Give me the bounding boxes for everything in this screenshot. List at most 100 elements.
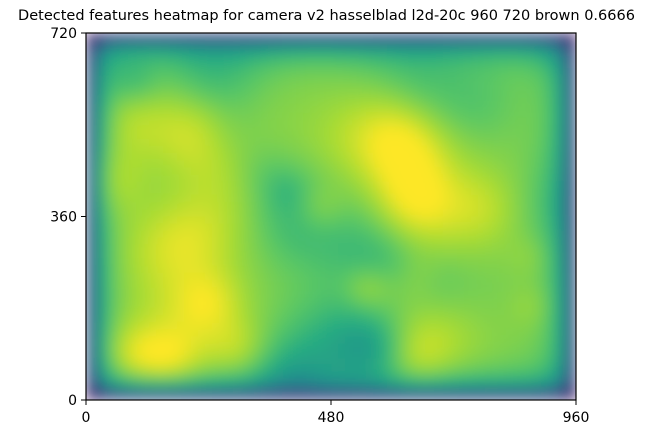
heatmap-cell bbox=[331, 96, 339, 105]
heatmap-cell bbox=[548, 195, 556, 203]
heatmap-cell bbox=[555, 364, 563, 373]
heatmap-cell bbox=[408, 216, 416, 225]
heatmap-cell bbox=[128, 272, 136, 281]
heatmap-cell bbox=[513, 322, 521, 331]
heatmap-cell bbox=[415, 371, 423, 380]
heatmap-cell bbox=[226, 152, 234, 161]
heatmap-cell bbox=[443, 188, 451, 196]
heatmap-cell bbox=[394, 392, 402, 400]
heatmap-cell bbox=[107, 223, 115, 232]
heatmap-cell bbox=[310, 103, 318, 112]
heatmap-cell bbox=[492, 385, 500, 394]
heatmap-cell bbox=[415, 160, 423, 168]
heatmap-cell bbox=[289, 336, 297, 345]
heatmap-cell bbox=[338, 385, 346, 394]
heatmap-cell bbox=[429, 61, 437, 69]
heatmap-cell bbox=[562, 89, 570, 98]
heatmap-cell bbox=[142, 329, 150, 338]
heatmap-cell bbox=[387, 265, 395, 274]
heatmap-cell bbox=[163, 280, 171, 288]
heatmap-cell bbox=[282, 336, 290, 345]
heatmap-cell bbox=[219, 364, 227, 373]
heatmap-cell bbox=[534, 364, 542, 373]
heatmap-cell bbox=[275, 378, 283, 387]
heatmap-cell bbox=[520, 280, 528, 288]
heatmap-cell bbox=[520, 188, 528, 196]
heatmap-cell bbox=[296, 343, 304, 352]
heatmap-cell bbox=[450, 54, 458, 62]
heatmap-cell bbox=[555, 322, 563, 331]
heatmap-cell bbox=[408, 181, 416, 189]
heatmap-cell bbox=[324, 89, 332, 98]
heatmap-cell bbox=[100, 54, 108, 62]
heatmap-cell bbox=[163, 357, 171, 366]
heatmap-cell bbox=[443, 371, 451, 380]
heatmap-cell bbox=[177, 272, 185, 281]
heatmap-cell bbox=[380, 124, 388, 133]
heatmap-cell bbox=[310, 230, 318, 239]
heatmap-cell bbox=[555, 392, 563, 400]
heatmap-cell bbox=[401, 251, 409, 260]
heatmap-cell bbox=[352, 315, 360, 323]
heatmap-cell bbox=[135, 336, 143, 345]
heatmap-cell bbox=[226, 322, 234, 331]
heatmap-cell bbox=[485, 350, 493, 359]
heatmap-cell bbox=[527, 265, 535, 274]
heatmap-cell bbox=[170, 33, 178, 41]
heatmap-cell bbox=[492, 160, 500, 168]
heatmap-cell bbox=[205, 357, 213, 366]
heatmap-cell bbox=[345, 209, 353, 218]
heatmap-cell bbox=[198, 138, 206, 147]
heatmap-cell bbox=[485, 145, 493, 154]
heatmap-cell bbox=[128, 392, 136, 400]
heatmap-cell bbox=[184, 145, 192, 154]
heatmap-cell bbox=[345, 110, 353, 119]
heatmap-cell bbox=[422, 364, 430, 373]
heatmap-cell bbox=[170, 131, 178, 140]
heatmap-cell bbox=[499, 138, 507, 147]
heatmap-cell bbox=[142, 195, 150, 203]
heatmap-cell bbox=[226, 357, 234, 366]
heatmap-cell bbox=[345, 371, 353, 380]
heatmap-cell bbox=[492, 280, 500, 288]
heatmap-cell bbox=[422, 329, 430, 338]
heatmap-cell bbox=[254, 152, 262, 161]
heatmap-cell bbox=[93, 223, 101, 232]
heatmap-cell bbox=[415, 117, 423, 126]
heatmap-cell bbox=[240, 110, 248, 119]
heatmap-cell bbox=[128, 82, 136, 91]
heatmap-cell bbox=[184, 40, 192, 48]
heatmap-cell bbox=[254, 301, 262, 309]
heatmap-cell bbox=[401, 188, 409, 196]
heatmap-cell bbox=[345, 75, 353, 84]
heatmap-cell bbox=[282, 96, 290, 105]
heatmap-cell bbox=[485, 89, 493, 98]
heatmap-cell bbox=[191, 89, 199, 98]
heatmap-cell bbox=[506, 223, 514, 232]
heatmap-cell bbox=[569, 138, 576, 147]
heatmap-cell bbox=[492, 272, 500, 281]
heatmap-cell bbox=[352, 343, 360, 352]
heatmap-cell bbox=[310, 287, 318, 295]
heatmap-cell bbox=[471, 322, 479, 331]
heatmap-cell bbox=[233, 265, 241, 274]
heatmap-cell bbox=[121, 138, 129, 147]
heatmap-cell bbox=[443, 61, 451, 69]
heatmap-cell bbox=[569, 315, 576, 323]
heatmap-cell bbox=[478, 280, 486, 288]
heatmap-cell bbox=[317, 244, 325, 253]
heatmap-cell bbox=[569, 202, 576, 211]
heatmap-cell bbox=[569, 392, 576, 400]
heatmap-cell bbox=[247, 364, 255, 373]
heatmap-cell bbox=[296, 124, 304, 133]
heatmap-cell bbox=[380, 350, 388, 359]
heatmap-cell bbox=[247, 181, 255, 189]
heatmap-cell bbox=[527, 89, 535, 98]
heatmap-cell bbox=[485, 110, 493, 119]
heatmap-cell bbox=[184, 68, 192, 76]
heatmap-cell bbox=[380, 287, 388, 295]
heatmap-cell bbox=[359, 329, 367, 338]
heatmap-cell bbox=[345, 378, 353, 387]
heatmap-cell bbox=[86, 230, 94, 239]
heatmap-cell bbox=[527, 61, 535, 69]
